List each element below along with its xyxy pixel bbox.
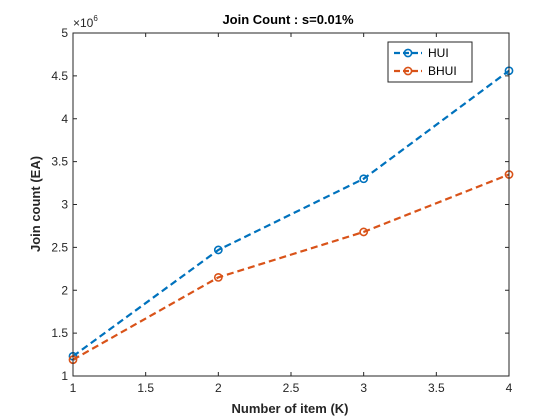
x-tick-label: 1.5 bbox=[137, 381, 154, 395]
data-point bbox=[359, 227, 369, 237]
series-line bbox=[72, 69, 510, 358]
plot-frame bbox=[72, 32, 510, 377]
y-axis-exponent: ×106 bbox=[73, 14, 98, 30]
y-tick-label: 2.5 bbox=[51, 240, 68, 254]
x-tick-label: 3 bbox=[360, 381, 367, 395]
x-tick-label: 2.5 bbox=[283, 381, 300, 395]
y-tick-label: 3.5 bbox=[51, 155, 68, 169]
data-point bbox=[213, 272, 223, 282]
y-axis-label: Join count (EA) bbox=[28, 156, 43, 252]
x-tick-label: 1 bbox=[70, 381, 77, 395]
data-point bbox=[359, 174, 369, 184]
data-point bbox=[213, 245, 223, 255]
series-line bbox=[72, 173, 510, 361]
y-tick-label: 1 bbox=[61, 369, 68, 383]
y-tick-label: 4.5 bbox=[51, 69, 68, 83]
chart-title: Join Count : s=0.01% bbox=[222, 12, 354, 27]
plot-area bbox=[73, 33, 509, 376]
y-tick-label: 4 bbox=[61, 112, 68, 126]
y-tick-label: 1.5 bbox=[51, 326, 68, 340]
y-tick-label: 3 bbox=[61, 198, 68, 212]
legend-marker bbox=[403, 48, 413, 58]
legend-marker bbox=[403, 66, 413, 76]
y-tick-label: 5 bbox=[61, 26, 68, 40]
legend-label: BHUI bbox=[428, 64, 457, 78]
x-tick-label: 4 bbox=[506, 381, 513, 395]
x-tick-label: 2 bbox=[215, 381, 222, 395]
y-tick-label: 2 bbox=[61, 283, 68, 297]
legend-box bbox=[387, 41, 473, 83]
x-tick-label: 3.5 bbox=[428, 381, 445, 395]
legend: HUI BHUI bbox=[387, 41, 473, 83]
x-axis-label: Number of item (K) bbox=[232, 401, 349, 416]
legend-label: HUI bbox=[428, 46, 449, 60]
